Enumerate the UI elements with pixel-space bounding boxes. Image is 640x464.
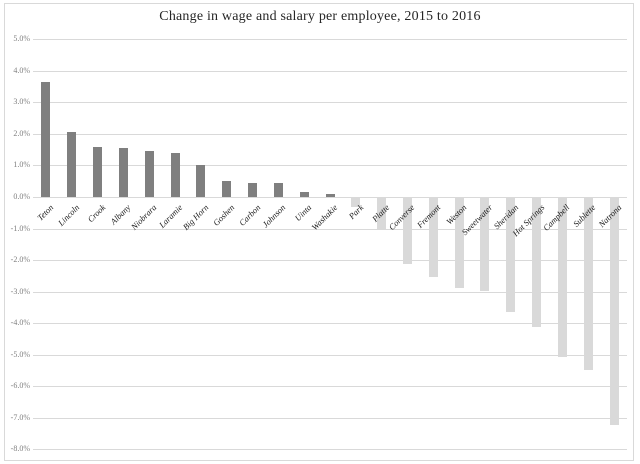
y-axis-tick-label: -2.0%: [10, 255, 30, 264]
bar-park: [351, 198, 360, 207]
bar-crook: [93, 147, 102, 197]
bar-fremont: [429, 198, 438, 277]
gridline: [33, 197, 627, 198]
bar-big-horn: [196, 165, 205, 197]
bar-uinta: [300, 192, 309, 197]
bar-washakie: [326, 194, 335, 197]
bar-teton: [41, 82, 50, 197]
bar-laramie: [171, 153, 180, 197]
y-axis-tick-label: -1.0%: [10, 224, 30, 233]
gridline: [33, 102, 627, 103]
gridline: [33, 71, 627, 72]
y-axis-tick-label: 3.0%: [13, 97, 30, 106]
gridline: [33, 386, 627, 387]
bar-goshen: [222, 181, 231, 197]
bar-albany: [119, 148, 128, 197]
bar-johnson: [274, 183, 283, 197]
y-axis-tick-label: 4.0%: [13, 66, 30, 75]
bar-weston: [455, 198, 464, 288]
bar-platte: [377, 198, 386, 230]
gridline: [33, 323, 627, 324]
gridline: [33, 418, 627, 419]
y-axis-tick-label: 1.0%: [13, 160, 30, 169]
gridline: [33, 260, 627, 261]
gridline: [33, 449, 627, 450]
bar-hot-springs: [532, 198, 541, 327]
gridline: [33, 39, 627, 40]
bar-sweetwater: [480, 198, 489, 291]
y-axis-tick-label: 5.0%: [13, 34, 30, 43]
y-axis-tick-label: 2.0%: [13, 129, 30, 138]
y-axis-tick-label: -4.0%: [10, 318, 30, 327]
y-axis-tick-label: -5.0%: [10, 350, 30, 359]
chart-title: Change in wage and salary per employee, …: [159, 9, 481, 24]
bar-converse: [403, 198, 412, 264]
y-axis-tick-label: -8.0%: [10, 444, 30, 453]
bar-niobrara: [145, 151, 154, 197]
y-axis-tick-label: -7.0%: [10, 413, 30, 422]
chart-frame-border: [4, 3, 634, 461]
bar-campbell: [558, 198, 567, 357]
y-axis-tick-label: 0.0%: [13, 192, 30, 201]
gridline: [33, 292, 627, 293]
gridline: [33, 165, 627, 166]
bar-lincoln: [67, 132, 76, 197]
gridline: [33, 355, 627, 356]
bar-sublette: [584, 198, 593, 370]
gridline: [33, 229, 627, 230]
gridline: [33, 134, 627, 135]
y-axis-tick-label: -3.0%: [10, 287, 30, 296]
bar-sheridan: [506, 198, 515, 312]
y-axis-tick-label: -6.0%: [10, 381, 30, 390]
bar-carbon: [248, 183, 257, 197]
bar-natrona: [610, 198, 619, 425]
